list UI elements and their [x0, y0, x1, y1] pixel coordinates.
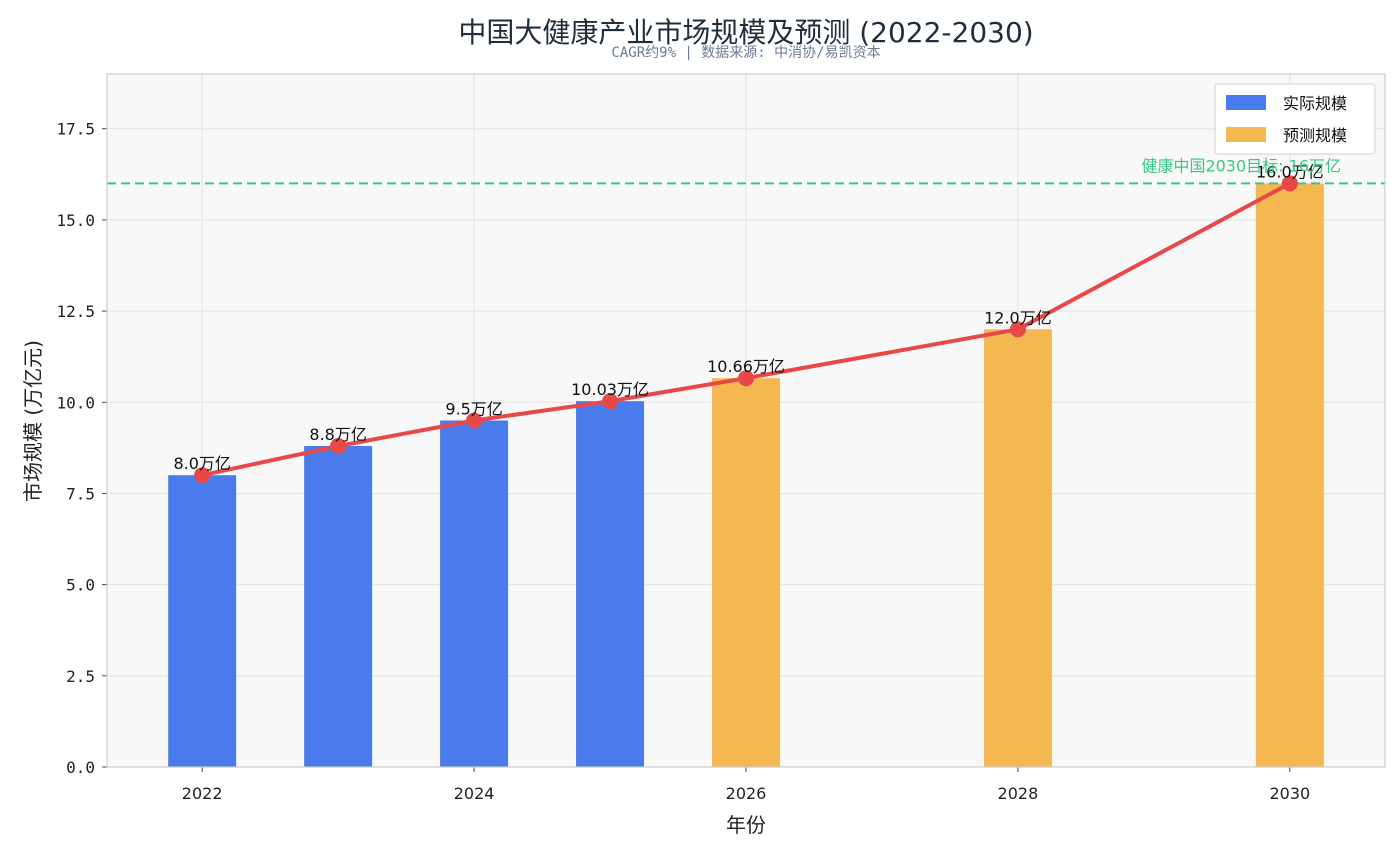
- x-tick-label: 2022: [182, 784, 223, 803]
- reference-line-label: 健康中国2030目标: 16万亿: [1141, 156, 1341, 175]
- data-label: 8.0万亿: [173, 454, 230, 473]
- data-label: 10.66万亿: [707, 357, 785, 376]
- bar-actual: [440, 420, 509, 767]
- data-label: 9.5万亿: [445, 400, 502, 419]
- x-axis-label: 年份: [726, 813, 766, 837]
- y-tick-label: 2.5: [66, 667, 95, 686]
- legend-label-forecast: 预测规模: [1283, 126, 1347, 145]
- bars: [168, 183, 1324, 768]
- y-tick-label: 15.0: [56, 211, 95, 230]
- trend-line: [194, 175, 1298, 484]
- y-tick-label: 17.5: [56, 120, 95, 139]
- y-axis-label: 市场规模 (万亿元): [21, 340, 45, 502]
- trend-point: [466, 412, 483, 429]
- y-tick-label: 0.0: [66, 758, 95, 777]
- trend-point: [1281, 175, 1298, 192]
- trend-point: [602, 393, 619, 410]
- chart-title: 中国大健康产业市场规模及预测 (2022-2030): [458, 16, 1033, 49]
- x-tick-label: 2028: [998, 784, 1039, 803]
- bar-actual: [304, 446, 373, 767]
- trend-point: [330, 438, 347, 455]
- y-tick-label: 10.0: [56, 393, 95, 412]
- chart-subtitle: CAGR约9% | 数据来源: 中消协/易凯资本: [611, 45, 880, 61]
- x-tick-label: 2026: [726, 784, 767, 803]
- trend-point: [194, 467, 211, 484]
- bar-actual: [576, 401, 645, 767]
- x-tick-label: 2024: [454, 784, 495, 803]
- y-tick-label: 5.0: [66, 576, 95, 595]
- x-tick-label: 2030: [1269, 784, 1310, 803]
- data-label: 12.0万亿: [984, 308, 1052, 327]
- y-tick-label: 12.5: [56, 302, 95, 321]
- data-label: 10.03万亿: [571, 380, 649, 399]
- bar-actual: [168, 475, 237, 767]
- bar-forecast: [1255, 183, 1324, 768]
- legend: 实际规模 预测规模: [1214, 83, 1376, 155]
- legend-label-actual: 实际规模: [1283, 94, 1347, 113]
- trend-point: [1009, 321, 1026, 338]
- data-label: 8.8万亿: [309, 425, 366, 444]
- data-labels: 8.0万亿 8.8万亿 9.5万亿 10.03万亿 10.66万亿 12.0万亿 16.0万…: [173, 162, 1323, 473]
- legend-swatch-forecast: [1226, 127, 1266, 142]
- trend-point: [738, 370, 754, 387]
- plot-frame: [106, 73, 1386, 768]
- bar-forecast: [712, 378, 780, 767]
- data-label: 16.0万亿: [1256, 162, 1324, 181]
- legend-swatch-actual: [1226, 95, 1266, 110]
- y-tick-label: 7.5: [66, 484, 95, 503]
- axis-ticks: 0.0 2.5 5.0 7.5 10.0 12.5 15.0 17.5 2022 2024 2026…: [56, 120, 1310, 803]
- bar-forecast: [983, 329, 1052, 767]
